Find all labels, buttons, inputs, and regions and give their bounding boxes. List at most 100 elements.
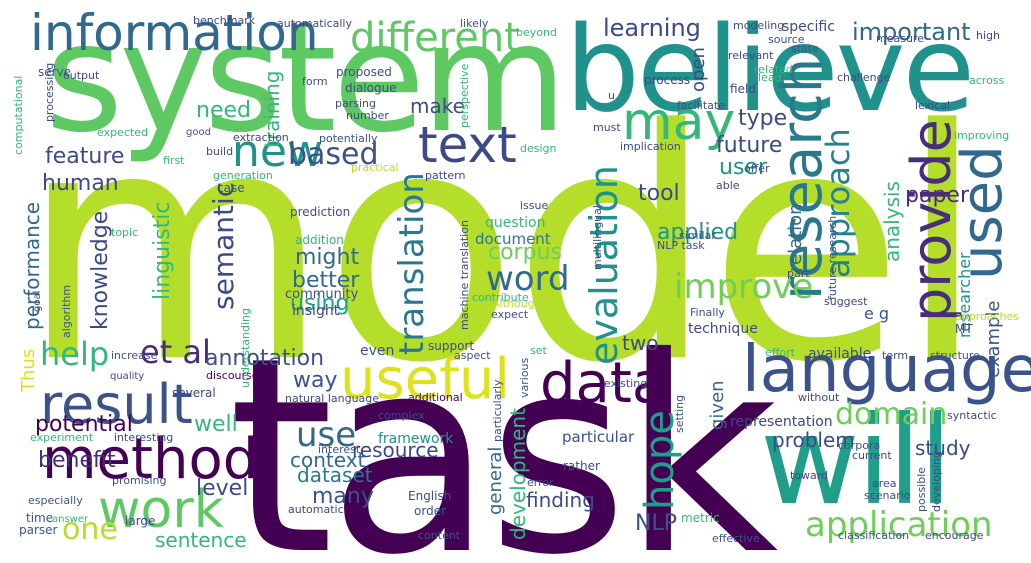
word-high: high <box>976 29 1000 42</box>
word-effort: effort <box>765 346 795 359</box>
word-generation: generation <box>213 169 273 182</box>
word-u: u <box>608 89 615 102</box>
word-task: task <box>228 299 778 563</box>
word-future-research: future research <box>826 215 839 300</box>
word-additional: additional <box>408 391 463 404</box>
word-time: time <box>26 511 54 525</box>
word-benefit: benefit <box>38 448 116 473</box>
word-system: system <box>45 0 567 166</box>
word-using: using <box>290 291 350 316</box>
word-general: general <box>485 446 506 515</box>
word-current: current <box>852 449 892 462</box>
word-translation: translation <box>392 172 432 355</box>
word-context: context <box>290 448 366 472</box>
word-will: will <box>760 390 952 532</box>
word-use: use <box>296 415 357 455</box>
word-work: work <box>98 480 224 540</box>
word-implication: implication <box>620 140 681 153</box>
word-state: state <box>791 42 819 55</box>
word-improving: improving <box>954 129 1010 142</box>
word-important: important <box>852 18 971 46</box>
word-Thus: Thus <box>18 348 39 392</box>
word-problem: problem <box>772 428 855 452</box>
word-area: area <box>872 477 897 490</box>
word-paper: paper <box>905 183 969 208</box>
word-annotation: annotation <box>205 346 325 371</box>
word-error: error <box>527 476 554 489</box>
word-suggest: suggest <box>824 295 868 308</box>
word-interesting: interesting <box>114 431 174 444</box>
word-human: human <box>42 171 119 196</box>
word-pattern: pattern <box>425 169 466 182</box>
word-model: model <box>20 62 986 432</box>
word-relevant: relevant <box>728 49 774 62</box>
word-goal: goal <box>32 290 43 312</box>
word-technique: technique <box>688 321 758 337</box>
word-lexical: lexical <box>915 99 951 112</box>
word-algorithm: algorithm <box>60 284 73 338</box>
word-good: good <box>186 127 211 138</box>
word-similar: similar <box>679 229 716 242</box>
word-help: help <box>40 335 110 373</box>
word-tool: tool <box>638 181 680 206</box>
word-development: development <box>506 408 530 540</box>
word-developing: developing <box>930 451 943 512</box>
word-facilitate: facilitate <box>677 99 725 112</box>
word-order: order <box>414 504 446 518</box>
word-need: need <box>196 98 251 123</box>
word-way: way <box>293 368 338 393</box>
word-resource: resource <box>352 438 439 462</box>
word-domain: domain <box>835 397 948 432</box>
word-classification: classification <box>838 529 910 542</box>
word-particularly: particularly <box>491 379 504 442</box>
word-without: without <box>798 391 840 404</box>
word-community: community <box>285 287 359 302</box>
word-one: one <box>62 512 118 547</box>
word-offer: offer <box>744 162 770 175</box>
word-learning: learning <box>603 14 701 42</box>
word-perspective: perspective <box>458 63 471 128</box>
word-e-g: e g <box>864 304 890 323</box>
word-semantic: semantic <box>207 181 240 310</box>
word-practical: practical <box>351 161 399 174</box>
word-available: available <box>808 346 872 362</box>
word-quality: quality <box>110 371 145 382</box>
word-NLP: NLP <box>635 511 677 536</box>
word-extraction: extraction <box>233 131 289 144</box>
word-particular: particular <box>562 428 635 446</box>
word-set: set <box>530 344 547 357</box>
word-dataset: dataset <box>297 463 373 487</box>
word-specific: specific <box>782 19 835 35</box>
word-open: open <box>688 47 709 92</box>
word-able: able <box>716 179 740 192</box>
word-level: level <box>196 476 249 501</box>
word-different: different <box>350 15 520 61</box>
word-addition: addition <box>295 233 344 247</box>
word-useful: useful <box>340 347 510 412</box>
word-document: document <box>475 230 551 248</box>
word-several: several <box>172 386 216 400</box>
word-topic: topic <box>111 226 139 239</box>
word-insight: insight <box>292 303 340 319</box>
word-text: text <box>418 116 517 174</box>
word-sentence: sentence <box>155 528 247 552</box>
word-corpora: corpora <box>838 439 881 452</box>
word-understanding: understanding <box>239 308 252 388</box>
word-based: based <box>288 137 379 172</box>
word-method: method <box>42 427 259 492</box>
word-even: even <box>360 343 395 359</box>
word-feature: feature <box>45 144 125 169</box>
word-computational: computational <box>12 75 25 155</box>
word-result: result <box>40 373 193 436</box>
word-interest: interest <box>318 443 361 456</box>
word-two: two <box>622 331 659 355</box>
word-discourse: discourse <box>206 369 259 382</box>
word-study: study <box>915 436 971 460</box>
word-type: type <box>738 106 788 131</box>
word-framework: framework <box>378 431 454 447</box>
word-related: related <box>754 63 793 76</box>
word-rather: rather <box>563 459 600 473</box>
word-metric: metric <box>681 511 720 525</box>
word-expected: expected <box>97 126 148 139</box>
